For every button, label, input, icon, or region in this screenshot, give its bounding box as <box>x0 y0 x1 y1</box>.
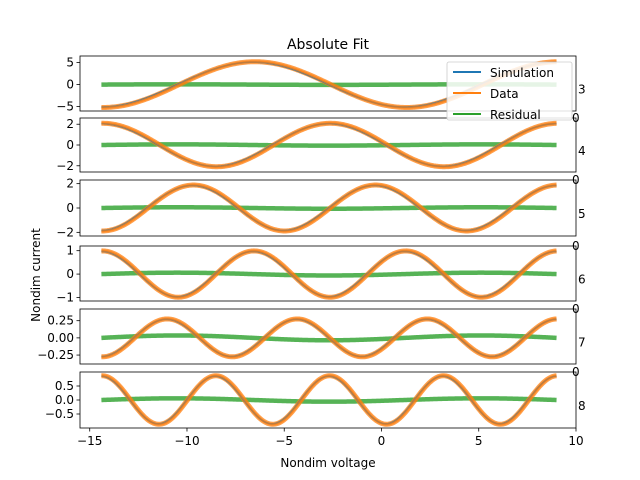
x-tick-label: 5 <box>475 434 483 448</box>
subplot-harmonic-4: 2 0 −2 4 0 <box>56 111 585 173</box>
panel-label: 7 <box>578 336 586 350</box>
legend-label-2: Residual <box>490 108 541 122</box>
x-tick-label: 0 <box>378 434 386 448</box>
residual-line <box>101 396 557 404</box>
panel-label: 5 <box>578 207 586 221</box>
y-tick-label: −1 <box>56 290 74 304</box>
y-tick-label: 0 <box>66 138 74 152</box>
residual-line <box>101 270 557 278</box>
plot-area <box>101 373 557 427</box>
panel-label: 8 <box>578 399 586 413</box>
axes-frame <box>79 245 577 302</box>
y-tick-label: 0.0 <box>55 393 74 407</box>
x-axis-label: Nondim voltage <box>280 456 375 470</box>
data-line-overlay <box>101 183 557 233</box>
right-tick-label: 0 <box>572 365 580 379</box>
y-tick-label: 5 <box>66 56 74 70</box>
y-tick-label: 0 <box>66 78 74 92</box>
plot-area <box>101 248 557 300</box>
y-tick-label: 2 <box>66 177 74 191</box>
plot-area <box>101 182 557 234</box>
y-tick-label: 2 <box>66 117 74 131</box>
data-line-overlay <box>101 122 557 168</box>
right-tick-label: 0 <box>572 239 580 253</box>
panel-label: 3 <box>578 83 586 97</box>
data-line-overlay <box>101 249 557 299</box>
legend-box <box>446 61 573 121</box>
legend-label-1: Data <box>490 87 519 101</box>
plot-area <box>101 316 557 360</box>
y-tick-label: −2 <box>56 159 74 173</box>
right-tick-label: 0 <box>572 173 580 187</box>
axes-frame <box>79 55 577 112</box>
x-tick-label: −15 <box>77 434 102 448</box>
subplot-harmonic-8: 0.50.0−0.5 8 0 −15 −10 −5 0 5 10 <box>45 365 586 448</box>
plot-area <box>101 120 557 170</box>
subplots: 50−5320−24020−25010−1600.250.00−0.25700.… <box>37 56 585 448</box>
subplot-harmonic-7: 0.25 0.00 −0.25 7 0 <box>37 302 586 365</box>
data-line-overlay <box>101 317 557 359</box>
subplot-harmonic-3: 5 0 −5 3 <box>56 56 585 114</box>
y-tick-label: 1 <box>66 244 74 258</box>
y-axis-label: Nondim current <box>29 228 43 322</box>
y-tick-label: −0.25 <box>37 348 74 362</box>
panel-label: 6 <box>578 273 586 287</box>
residual-line <box>101 142 557 148</box>
y-tick-label: −0.5 <box>45 407 74 421</box>
y-tick-label: 0 <box>66 201 74 215</box>
data-line-overlay <box>101 374 557 426</box>
y-tick-label: −2 <box>56 225 74 239</box>
right-tick-label: 0 <box>572 111 580 125</box>
chart-title: Absolute Fit <box>287 37 370 53</box>
y-tick-label: 0.00 <box>47 331 74 345</box>
panel-label: 4 <box>578 144 586 158</box>
y-tick-label: −5 <box>56 100 74 114</box>
legend: Simulation Data Residual <box>446 61 573 122</box>
axes-frame <box>79 308 577 365</box>
right-tick-label: 0 <box>572 302 580 316</box>
x-tick-label: −10 <box>174 434 199 448</box>
y-tick-label: 0 <box>66 267 74 281</box>
x-tick-label: 10 <box>568 434 583 448</box>
legend-label-0: Simulation <box>490 66 554 80</box>
subplot-harmonic-5: 2 0 −2 5 0 <box>56 173 585 239</box>
y-tick-label: 0.25 <box>47 314 74 328</box>
x-tick-label: −5 <box>275 434 293 448</box>
y-tick-label: 0.5 <box>55 379 74 393</box>
subplot-harmonic-6: 1 0 −1 6 0 <box>56 239 585 304</box>
